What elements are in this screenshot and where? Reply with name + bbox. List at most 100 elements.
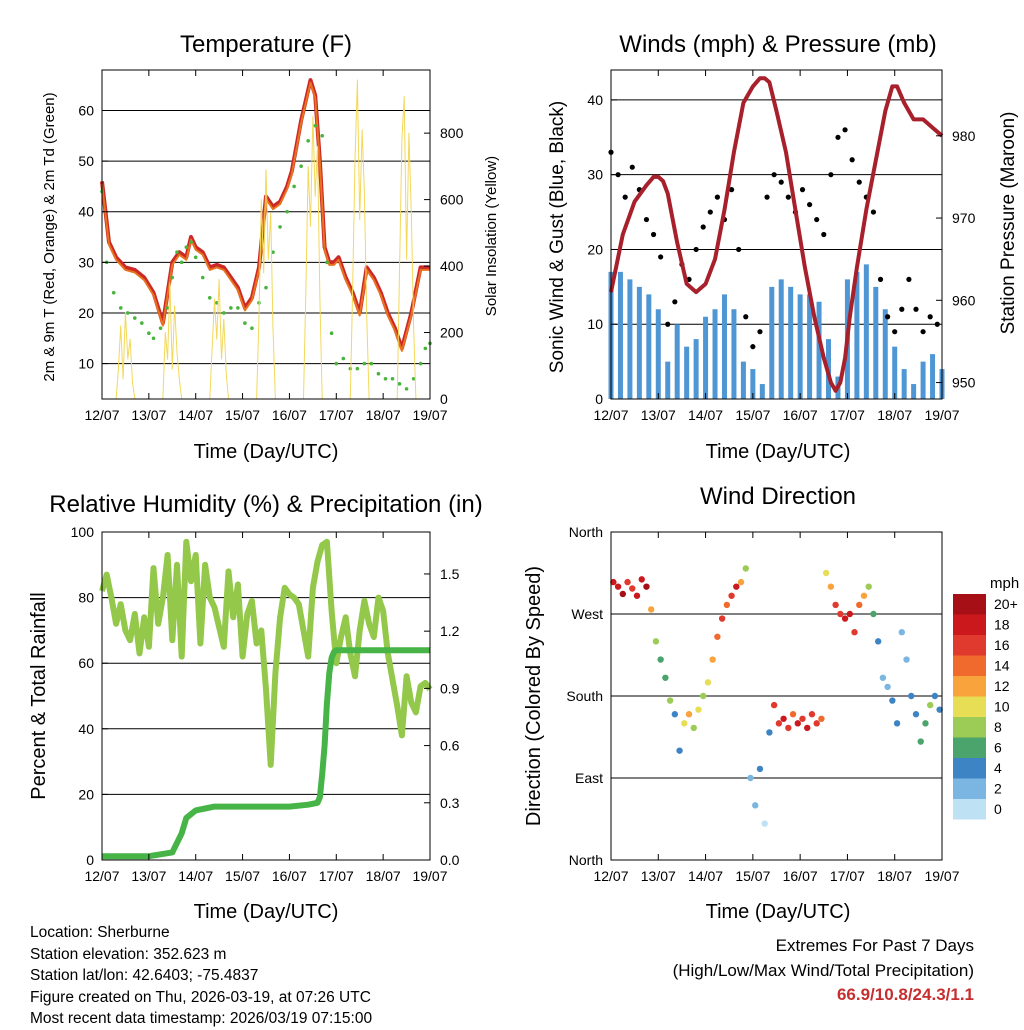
direction-point	[737, 578, 745, 586]
direction-point	[619, 590, 627, 598]
y-right-tick-label: 400	[440, 258, 464, 274]
gust-point	[877, 276, 884, 282]
direction-point	[799, 715, 806, 722]
direction-xlabel: Time (Day/UTC)	[706, 901, 851, 923]
direction-point	[827, 583, 835, 590]
direction-point	[898, 629, 906, 636]
x-tick-label: 14/07	[688, 407, 723, 423]
2m-td-point	[200, 275, 205, 280]
colorbar-swatch	[953, 737, 986, 758]
colorbar-label: 12	[994, 678, 1010, 694]
2m-td-point	[376, 371, 381, 376]
colorbar-swatch	[953, 676, 986, 697]
direction-point	[789, 711, 797, 718]
2m-td-point	[348, 366, 353, 371]
2m-td-point	[334, 361, 339, 366]
direction-point	[624, 578, 631, 586]
2m-td-point	[411, 376, 416, 381]
2m-td-point	[369, 361, 374, 366]
2m-td-point	[207, 295, 212, 300]
y-right-tick-label: 0	[440, 391, 448, 407]
direction-point	[610, 578, 617, 586]
colorbar-swatch	[953, 655, 986, 676]
y-tick-label: North	[569, 852, 603, 868]
x-tick-label: 15/07	[735, 868, 770, 884]
direction-point	[804, 724, 811, 732]
2m-td-point	[243, 321, 247, 325]
gust-point	[814, 216, 820, 223]
gust-point	[615, 172, 621, 178]
direction-point	[633, 592, 641, 599]
direction-point	[818, 715, 825, 722]
y-tick-label: South	[566, 688, 603, 704]
colorbar-swatch	[953, 758, 986, 779]
gust-point	[856, 179, 862, 185]
2m-td-point	[278, 225, 282, 229]
direction-point	[728, 592, 735, 599]
y-tick-label: West	[571, 606, 603, 622]
y-tick-label: 30	[587, 167, 603, 183]
gust-point	[835, 134, 841, 140]
direction-point	[903, 656, 910, 663]
direction-point	[766, 729, 773, 736]
direction-point	[832, 601, 839, 609]
gust-point	[693, 246, 699, 253]
y-right-tick-label: 600	[440, 192, 464, 208]
x-tick-label: 14/07	[178, 868, 213, 884]
x-tick-label: 15/07	[735, 407, 770, 423]
direction-point	[629, 585, 636, 592]
x-tick-label: 14/07	[688, 868, 723, 884]
direction-point	[704, 679, 712, 686]
direction-point	[780, 715, 787, 722]
gust-point	[650, 231, 657, 238]
direction-point	[747, 774, 754, 782]
colorbar-label: 16	[994, 637, 1010, 653]
direction-point	[870, 610, 877, 618]
temperature-xlabel: Time (Day/UTC)	[194, 441, 339, 463]
y-right-tick-label: 0.3	[440, 795, 460, 811]
gust-point	[700, 224, 706, 230]
2m-td-point	[299, 164, 303, 168]
gust-point	[842, 127, 848, 133]
gust-point	[658, 254, 664, 260]
y-tick-label: 20	[78, 786, 94, 802]
2m-td-point	[390, 376, 395, 381]
humidity-panel: Relative Humidity (%) & Precipitation (i…	[28, 491, 483, 923]
y-tick-label: 40	[587, 92, 603, 108]
2m-td-point	[404, 387, 409, 391]
gust-point	[892, 329, 898, 335]
humidity-xlabel: Time (Day/UTC)	[194, 901, 339, 923]
y-right-tick-label: 0.9	[440, 680, 460, 696]
2m-td-point	[362, 361, 367, 366]
y-right-tick-label: 980	[952, 128, 976, 144]
gust-point	[934, 321, 940, 327]
direction-point	[756, 765, 764, 773]
direction-point	[912, 711, 920, 718]
x-tick-label: 13/07	[641, 407, 676, 423]
2m-td-point	[418, 361, 423, 366]
y-right-tick-label: 0.6	[440, 738, 460, 754]
gust-point	[799, 187, 806, 193]
x-tick-label: 17/07	[830, 407, 865, 423]
humidity-ylabel: Percent & Total Rainfall	[28, 592, 50, 800]
direction-point	[666, 697, 674, 704]
direction-point	[662, 674, 669, 681]
gust-point	[643, 216, 650, 223]
y-tick-label: 10	[587, 316, 603, 332]
gust-point	[927, 314, 933, 320]
colorbar-swatch	[953, 635, 986, 656]
x-tick-label: 19/07	[924, 868, 959, 884]
station-info: Location: Sherburne Station elevation: 3…	[30, 922, 372, 1030]
2m-td-point	[313, 123, 318, 128]
gust-point	[750, 344, 756, 350]
colorbar-swatch	[953, 778, 986, 799]
x-tick-label: 13/07	[641, 868, 676, 884]
x-tick-label: 18/07	[366, 868, 401, 884]
direction-point	[856, 601, 863, 609]
plot-frame	[610, 69, 943, 400]
temperature-ylabel-right: Solar Insolation (Yellow)	[483, 156, 500, 316]
direction-point	[874, 638, 882, 645]
x-tick-label: 16/07	[272, 868, 307, 884]
direction-point	[822, 569, 830, 577]
2m-td-point	[229, 306, 233, 310]
